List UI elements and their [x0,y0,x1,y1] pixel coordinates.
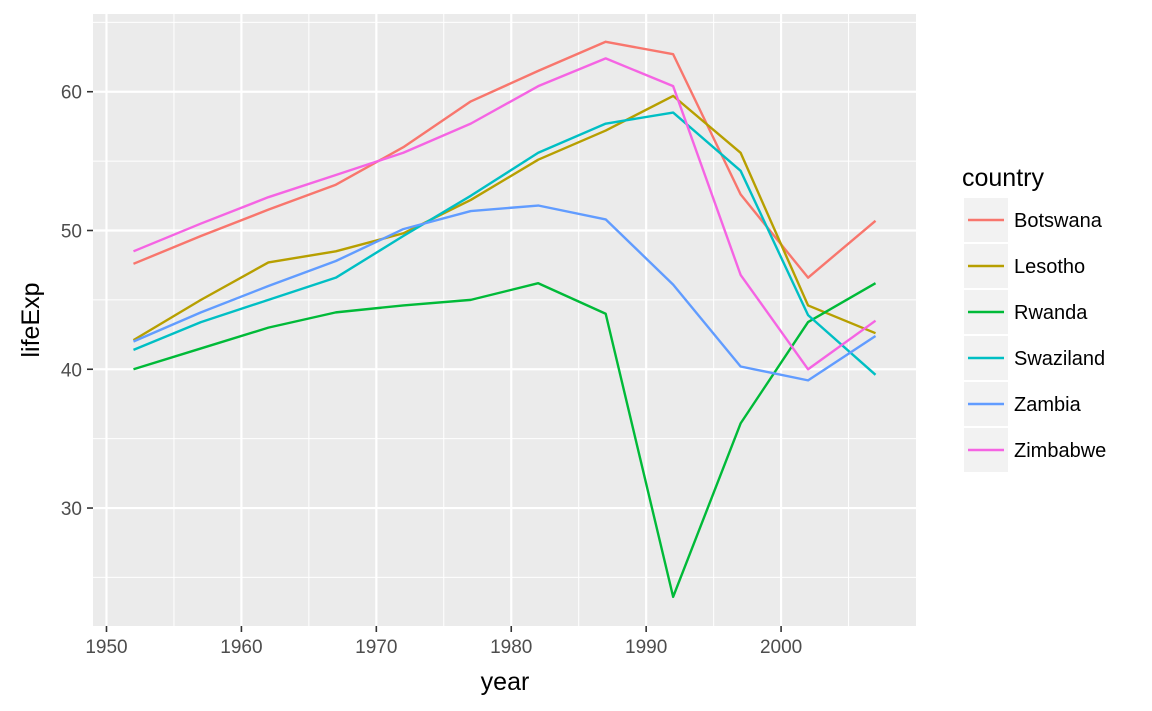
y-tick-label: 50 [61,221,82,242]
y-axis-ticks: 30 40 50 60 [61,83,93,520]
series-line-zimbabwe [133,57,877,371]
legend-label-zambia: Zambia [1014,394,1082,416]
legend-label-rwanda: Rwanda [1014,302,1088,324]
series-line-botswana [133,40,877,279]
legend-label-botswana: Botswana [1014,210,1103,232]
legend-label-swaziland: Swaziland [1014,348,1105,370]
y-axis-title: lifeExp [17,282,45,357]
x-axis-title: year [481,668,530,696]
series-line-zambia [133,204,877,382]
x-tick-label: 1990 [625,637,667,658]
legend-label-zimbabwe: Zimbabwe [1014,440,1106,462]
y-tick-label: 60 [61,83,82,104]
series-line-swaziland [133,111,877,376]
series-line-lesotho [132,94,876,342]
legend-label-lesotho: Lesotho [1014,256,1085,278]
x-axis-ticks: 1950 1960 1970 1980 1990 2000 [85,626,802,658]
x-tick-label: 1980 [490,637,532,658]
x-tick-label: 2000 [760,637,802,658]
legend-keys: Botswana Lesotho Rwanda Swaziland Zambia Zimb… [964,198,1106,472]
legend: country Botswana Lesotho Rwanda Swaziland Za… [962,164,1106,472]
legend-title: country [962,164,1044,192]
x-tick-label: 1950 [85,637,127,658]
plot-panel [93,14,916,626]
series-lines [132,40,877,599]
series-line-rwanda [133,282,877,599]
y-tick-label: 40 [61,360,82,381]
x-tick-label: 1970 [355,637,397,658]
y-tick-label: 30 [61,499,82,520]
x-tick-label: 1960 [220,637,262,658]
